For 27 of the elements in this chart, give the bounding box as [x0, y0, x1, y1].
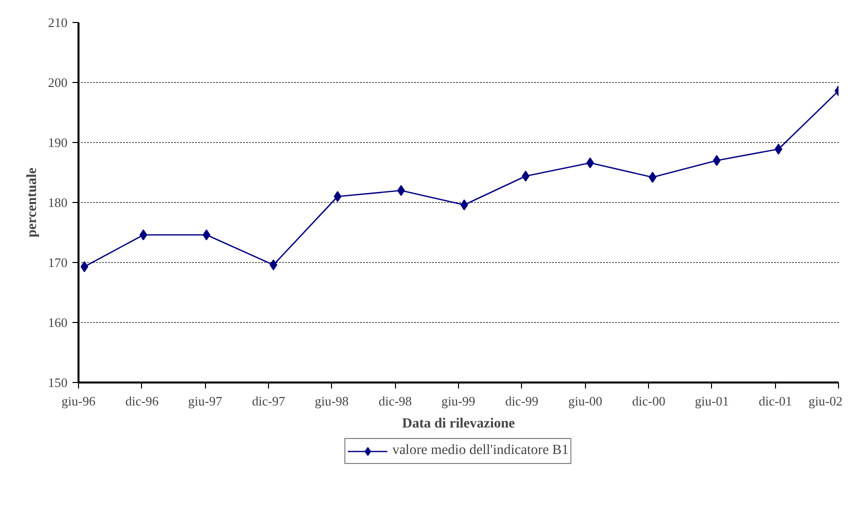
y-tick-label: 150 [48, 375, 68, 390]
x-tick-label: dic-97 [252, 394, 286, 408]
x-tick-label: dic-98 [378, 394, 412, 408]
x-tick-label: giu-97 [188, 394, 223, 408]
point [334, 191, 342, 202]
x-tick-label: giu-98 [314, 394, 349, 408]
point [712, 155, 721, 166]
x-tick-label: dic-01 [758, 394, 792, 408]
x-tick-label: giu-00 [568, 394, 602, 408]
y-axis-title: percentuale [25, 168, 40, 238]
y-tick-label: 180 [48, 195, 68, 210]
x-tick-label: giu-02 [808, 394, 843, 408]
point [397, 185, 405, 196]
x-tick-label: dic-96 [125, 394, 160, 408]
x-axis-title: Data di rilevazione [402, 416, 515, 432]
y-tick-label: 210 [48, 15, 68, 30]
y-tick-label: 170 [48, 255, 68, 270]
y-tick-label: 200 [48, 75, 68, 90]
point [460, 199, 468, 210]
y-tick-label: 190 [48, 135, 68, 150]
y-tick-label: 160 [48, 315, 68, 330]
x-tick-label: dic-99 [505, 394, 538, 408]
x-tick-label: dic-00 [632, 394, 666, 408]
legend-label: valore medio dell'indicatore B1 [392, 443, 569, 459]
x-tick-label: giu-01 [694, 394, 729, 408]
x-tick-label: giu-96 [62, 394, 96, 408]
x-tick-label: giu-99 [441, 394, 476, 408]
